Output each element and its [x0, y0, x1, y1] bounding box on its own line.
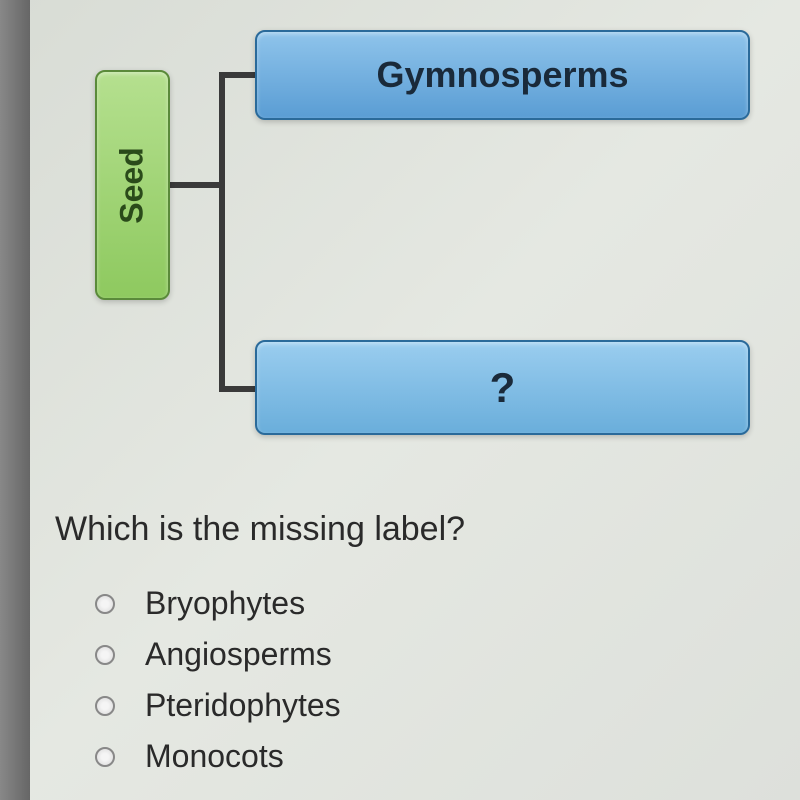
option-label: Pteridophytes: [145, 687, 341, 724]
child-node-unknown: ?: [255, 340, 750, 435]
connector-line: [219, 72, 225, 392]
radio-icon[interactable]: [95, 747, 115, 767]
root-node-seed: Seed: [95, 70, 170, 300]
option-label: Monocots: [145, 738, 284, 775]
option-label: Bryophytes: [145, 585, 305, 622]
answer-options: Bryophytes Angiosperms Pteridophytes Mon…: [95, 585, 341, 789]
child-node-label: Gymnosperms: [376, 54, 628, 96]
screen-edge: [0, 0, 30, 800]
question-prompt: Which is the missing label?: [55, 510, 465, 549]
connector-line: [219, 386, 257, 392]
option-angiosperms[interactable]: Angiosperms: [95, 636, 341, 673]
child-node-label: ?: [490, 364, 516, 412]
option-pteridophytes[interactable]: Pteridophytes: [95, 687, 341, 724]
radio-icon[interactable]: [95, 594, 115, 614]
connector-line: [219, 72, 257, 78]
option-monocots[interactable]: Monocots: [95, 738, 341, 775]
root-node-label: Seed: [114, 147, 151, 223]
classification-diagram: Seed Gymnosperms ?: [70, 10, 760, 460]
connector-line: [170, 182, 225, 188]
radio-icon[interactable]: [95, 645, 115, 665]
option-bryophytes[interactable]: Bryophytes: [95, 585, 341, 622]
radio-icon[interactable]: [95, 696, 115, 716]
child-node-gymnosperms: Gymnosperms: [255, 30, 750, 120]
option-label: Angiosperms: [145, 636, 332, 673]
